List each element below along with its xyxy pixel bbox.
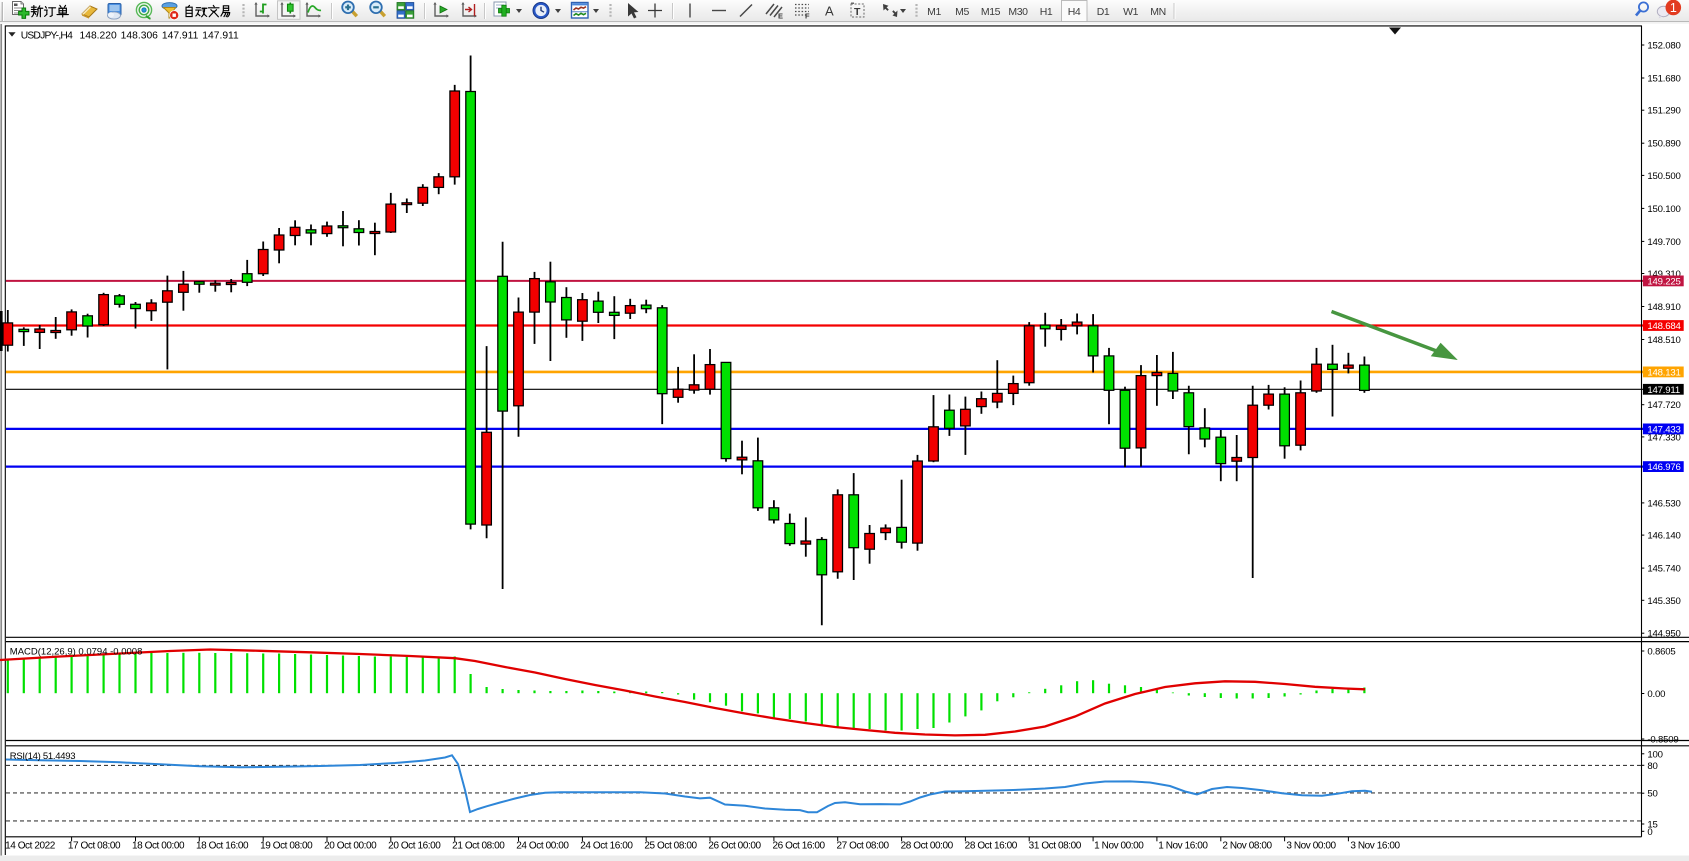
svg-text:-0.8509: -0.8509 (1647, 735, 1678, 746)
svg-text:151.290: 151.290 (1647, 106, 1680, 117)
svg-text:149.225: 149.225 (1647, 276, 1680, 287)
svg-text:0.8605: 0.8605 (1647, 647, 1675, 658)
svg-text:152.080: 152.080 (1647, 41, 1680, 52)
svg-text:26 Oct 16:00: 26 Oct 16:00 (772, 841, 825, 852)
svg-text:1 Nov 00:00: 1 Nov 00:00 (1094, 841, 1144, 852)
svg-text:M30: M30 (1008, 6, 1028, 18)
svg-text:31 Oct 08:00: 31 Oct 08:00 (1029, 841, 1082, 852)
svg-text:150.500: 150.500 (1647, 171, 1680, 182)
svg-text:28 Oct 16:00: 28 Oct 16:00 (965, 841, 1018, 852)
svg-text:M5: M5 (955, 6, 969, 18)
svg-text:80: 80 (1647, 761, 1657, 772)
svg-text:3 Nov 00:00: 3 Nov 00:00 (1286, 841, 1336, 852)
svg-text:21 Oct 08:00: 21 Oct 08:00 (452, 841, 505, 852)
svg-text:2 Nov 08:00: 2 Nov 08:00 (1222, 841, 1272, 852)
svg-text:W1: W1 (1123, 6, 1139, 18)
svg-text:F: F (805, 12, 810, 21)
svg-text:147.911: 147.911 (1647, 385, 1680, 396)
svg-text:1 Nov 16:00: 1 Nov 16:00 (1158, 841, 1208, 852)
svg-text:149.310: 149.310 (1647, 269, 1680, 280)
svg-text:150.890: 150.890 (1647, 139, 1680, 150)
svg-text:D1: D1 (1097, 6, 1110, 18)
svg-text:MN: MN (1150, 6, 1166, 18)
svg-text:100: 100 (1647, 749, 1662, 760)
svg-text:144.950: 144.950 (1647, 629, 1680, 640)
svg-text:1: 1 (1670, 1, 1677, 15)
svg-text:H1: H1 (1040, 6, 1053, 18)
svg-text:H4: H4 (1068, 6, 1081, 18)
svg-text:151.680: 151.680 (1647, 74, 1680, 85)
svg-text:3 Nov 16:00: 3 Nov 16:00 (1350, 841, 1400, 852)
svg-text:M1: M1 (927, 6, 941, 18)
svg-text:148.684: 148.684 (1647, 321, 1681, 332)
svg-text:0: 0 (1647, 827, 1652, 838)
svg-text:146.976: 146.976 (1647, 462, 1680, 473)
svg-text:24 Oct 16:00: 24 Oct 16:00 (580, 841, 633, 852)
svg-text:24 Oct 00:00: 24 Oct 00:00 (516, 841, 569, 852)
svg-text:147.330: 147.330 (1647, 432, 1680, 443)
svg-text:25 Oct 08:00: 25 Oct 08:00 (644, 841, 697, 852)
svg-text:USDJPY-,H4: USDJPY-,H4 (21, 30, 73, 41)
svg-text:20 Oct 00:00: 20 Oct 00:00 (324, 841, 377, 852)
svg-text:145.350: 145.350 (1647, 596, 1680, 607)
svg-text:18 Oct 00:00: 18 Oct 00:00 (132, 841, 185, 852)
svg-text:RSI(14) 51.4493: RSI(14) 51.4493 (10, 751, 76, 762)
svg-text:146.530: 146.530 (1647, 498, 1680, 509)
svg-text:145.740: 145.740 (1647, 564, 1680, 575)
svg-text:MACD(12,26,9) 0.0794 -0.0008: MACD(12,26,9) 0.0794 -0.0008 (10, 647, 143, 658)
svg-text:14 Oct 2022: 14 Oct 2022 (5, 841, 56, 852)
svg-text:149.700: 149.700 (1647, 237, 1680, 248)
svg-text:26 Oct 00:00: 26 Oct 00:00 (708, 841, 761, 852)
svg-text:28 Oct 00:00: 28 Oct 00:00 (901, 841, 954, 852)
svg-text:17 Oct 08:00: 17 Oct 08:00 (68, 841, 121, 852)
svg-text:19 Oct 08:00: 19 Oct 08:00 (260, 841, 313, 852)
svg-text:150.100: 150.100 (1647, 204, 1680, 215)
svg-text:147.720: 147.720 (1647, 400, 1680, 411)
svg-text:M15: M15 (981, 6, 1001, 18)
svg-text:20 Oct 16:00: 20 Oct 16:00 (388, 841, 441, 852)
svg-text:E: E (778, 12, 783, 21)
svg-text:15: 15 (1647, 820, 1657, 831)
svg-text:148.510: 148.510 (1647, 335, 1680, 346)
svg-text:27 Oct 08:00: 27 Oct 08:00 (836, 841, 889, 852)
svg-text:147.433: 147.433 (1647, 424, 1680, 435)
svg-text:A: A (825, 4, 834, 19)
svg-text:0.00: 0.00 (1647, 689, 1665, 700)
svg-text:T: T (854, 6, 861, 18)
svg-text:148.910: 148.910 (1647, 302, 1680, 313)
svg-text:146.140: 146.140 (1647, 531, 1680, 542)
svg-text:18 Oct 16:00: 18 Oct 16:00 (196, 841, 249, 852)
svg-text:50: 50 (1647, 789, 1657, 800)
svg-text:148.220 148.306 147.911 147.91: 148.220 148.306 147.911 147.911 (80, 30, 240, 41)
svg-text:148.131: 148.131 (1647, 367, 1680, 378)
